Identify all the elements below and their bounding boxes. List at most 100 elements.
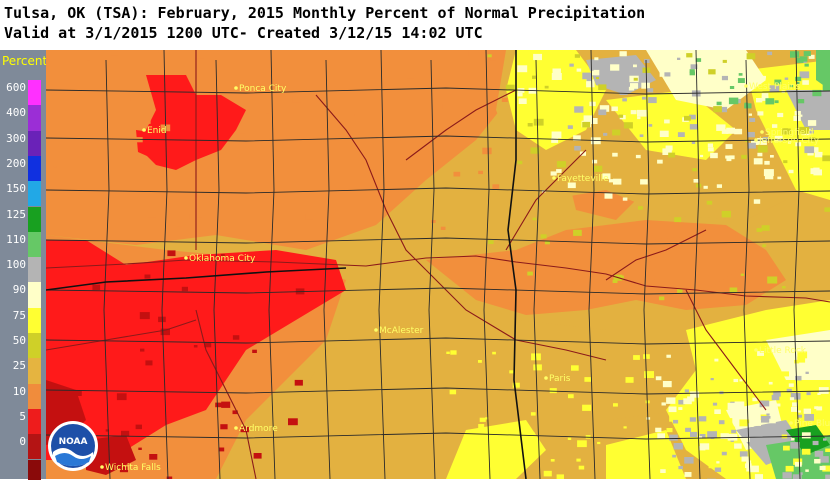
precip-speckle-yellow	[722, 368, 725, 370]
header: Tulsa, OK (TSA): February, 2015 Monthly …	[0, 0, 830, 46]
precip-speckle-gray	[761, 416, 771, 423]
precip-speckle-orange	[461, 51, 468, 56]
precip-speckle-olive	[488, 54, 492, 57]
precip-speckle-pale	[789, 383, 794, 387]
precip-speckle-dark-red	[220, 424, 227, 429]
precip-speckle-orange	[353, 64, 362, 71]
precip-speckle-pale	[762, 93, 769, 98]
precip-speckle-gray	[816, 99, 822, 103]
precip-speckle-dark-red	[149, 454, 157, 460]
precip-speckle-pale	[552, 73, 562, 80]
precip-speckle-yellow	[794, 383, 803, 389]
precip-speckle-orange	[54, 165, 57, 167]
precip-speckle-yellow	[709, 466, 713, 469]
precip-speckle-orange	[437, 121, 445, 127]
precip-speckle-gray	[690, 432, 697, 437]
precip-speckle-pale	[734, 379, 739, 382]
precip-speckle-gray	[804, 146, 814, 153]
precip-speckle-pale	[740, 54, 748, 59]
legend-tick-label: 125	[2, 208, 26, 221]
precip-speckle-gray	[684, 457, 693, 464]
precip-speckle-pale	[819, 387, 829, 394]
precip-speckle-pale	[669, 407, 677, 413]
precip-speckle-olive	[659, 297, 664, 301]
precip-speckle-pale	[734, 129, 742, 135]
precip-speckle-yellow	[571, 365, 579, 370]
precip-speckle-pale	[710, 153, 718, 158]
precip-speckle-pale	[620, 51, 627, 56]
precip-speckle-yellow	[633, 355, 640, 360]
precip-speckle-pale	[776, 404, 780, 407]
precip-speckle-yellow	[783, 446, 790, 451]
precip-speckle-gray	[569, 64, 573, 67]
precip-speckle-olive	[757, 228, 762, 232]
precip-speckle-yellow	[557, 474, 564, 479]
city-label: Wichita Falls	[105, 463, 161, 473]
precip-speckle-dark-red	[215, 403, 222, 408]
city-dot	[552, 176, 556, 180]
precip-speckle-yellow	[568, 438, 571, 440]
precip-speckle-olive	[741, 274, 744, 276]
precip-speckle-light-green	[738, 78, 745, 83]
city-dot	[754, 348, 758, 352]
precip-speckle-gray	[669, 435, 678, 441]
precip-speckle-dark-red	[221, 402, 230, 408]
precip-speckle-orange	[292, 96, 302, 103]
precip-speckle-pale	[708, 144, 713, 148]
precip-speckle-olive	[762, 244, 766, 247]
precip-speckle-pale	[746, 460, 751, 464]
precip-speckle-yellow	[644, 371, 654, 378]
precip-speckle-orange	[387, 65, 397, 72]
precip-speckle-olive	[594, 166, 603, 172]
precip-speckle-pale	[755, 422, 761, 426]
precip-speckle-yellow	[825, 449, 830, 453]
precip-speckle-dark-red	[136, 425, 142, 430]
precip-speckle-yellow	[782, 371, 789, 376]
precip-speckle-yellow	[731, 358, 736, 361]
precip-speckle-gray	[622, 98, 627, 101]
precip-speckle-yellow	[768, 364, 776, 369]
precip-speckle-orange	[305, 213, 313, 219]
precip-speckle-yellow	[668, 450, 672, 453]
precip-speckle-pale	[820, 466, 826, 470]
precip-speckle-pale	[655, 428, 661, 432]
precip-speckle-pale	[708, 147, 714, 151]
precip-speckle-gray	[672, 455, 676, 458]
precip-speckle-pale	[704, 186, 708, 189]
precip-speckle-yellow	[498, 437, 507, 444]
precip-speckle-yellow	[531, 412, 536, 415]
precip-speckle-light-green	[739, 73, 743, 76]
legend-tick-label: 100	[2, 258, 26, 271]
precip-speckle-light-green	[690, 69, 695, 73]
precip-speckle-gray	[649, 124, 653, 127]
precip-speckle-olive	[692, 168, 697, 171]
precip-speckle-orange	[243, 142, 251, 148]
precip-speckle-gray	[574, 106, 583, 112]
precip-speckle-gray	[674, 443, 683, 450]
precip-speckle-pale	[726, 144, 733, 149]
precip-speckle-yellow	[480, 418, 486, 422]
legend-swatch	[28, 80, 41, 105]
legend-tick-label: 75	[2, 309, 26, 322]
legend-tick-label: 300	[2, 132, 26, 145]
precip-speckle-pale	[623, 198, 628, 201]
precip-speckle-pale	[518, 93, 523, 97]
precip-speckle-dark-red	[117, 393, 127, 400]
legend-swatch	[28, 409, 41, 434]
precip-speckle-light-green	[729, 98, 738, 105]
legend-swatch	[28, 257, 41, 282]
legend-tick-label: 0	[2, 435, 26, 448]
precip-speckle-gray	[748, 143, 756, 149]
precip-speckle-pale	[795, 462, 802, 467]
precip-speckle-yellow	[550, 388, 557, 393]
precip-speckle-orange	[441, 227, 446, 230]
precip-speckle-pale	[630, 83, 638, 89]
precip-speckle-yellow	[688, 410, 695, 415]
precip-speckle-pale	[657, 433, 665, 438]
precip-speckle-olive	[598, 84, 606, 90]
precip-speckle-olive	[762, 225, 770, 231]
precip-speckle-olive	[677, 289, 682, 293]
precip-speckle-pale	[631, 110, 637, 114]
precip-speckle-pale	[762, 76, 766, 79]
precip-speckle-dark-red	[101, 457, 105, 460]
